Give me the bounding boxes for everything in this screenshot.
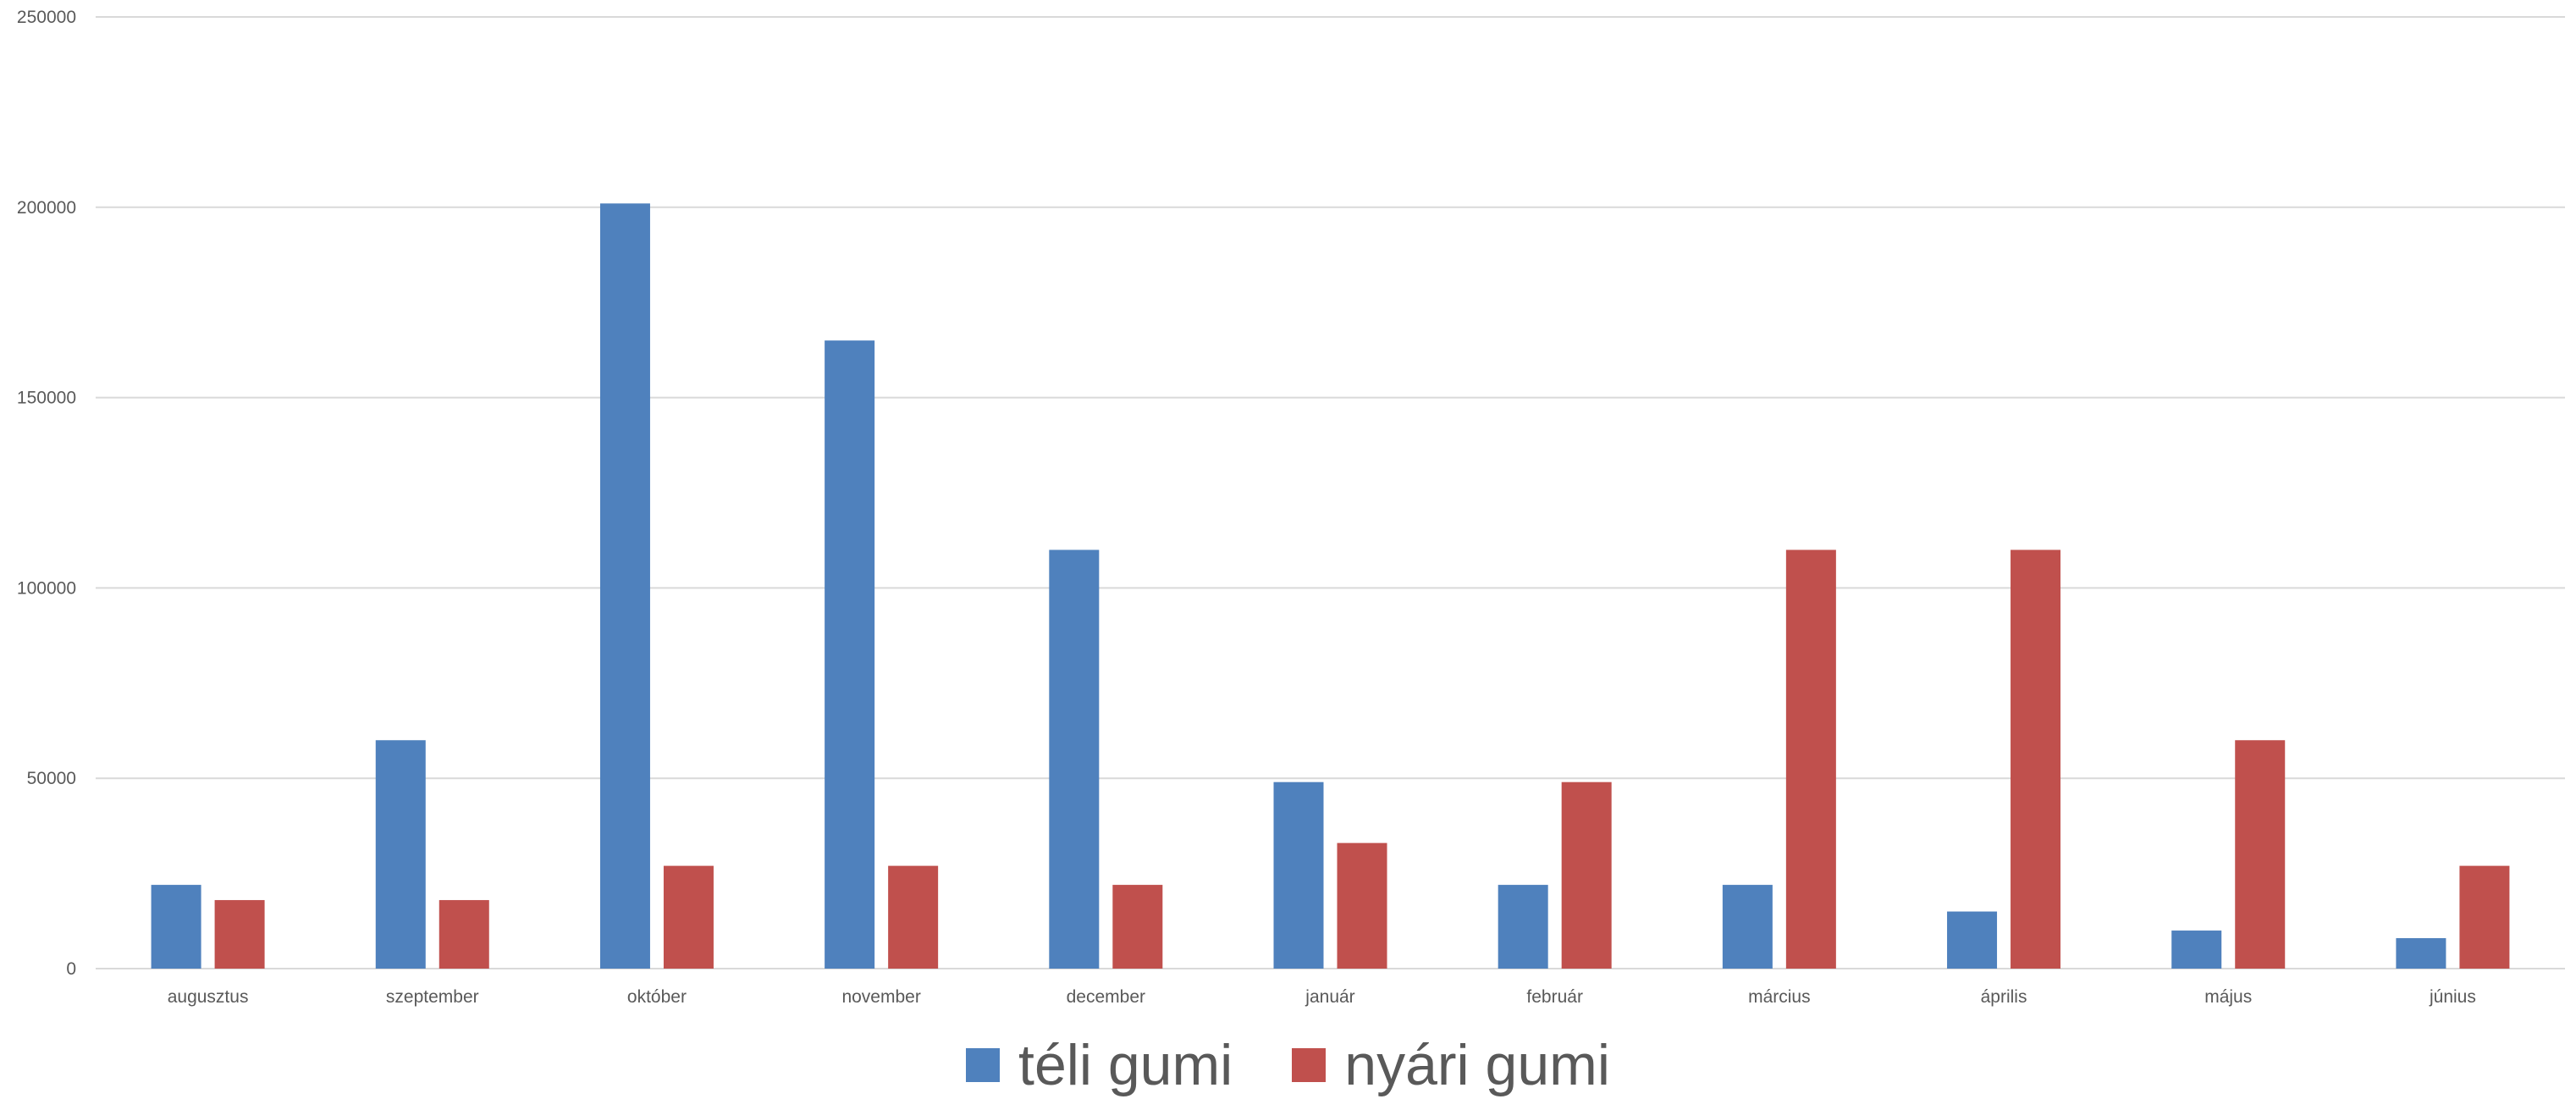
bar-teli-2 bbox=[599, 203, 650, 969]
bar-teli-3 bbox=[825, 340, 875, 969]
legend-label-nyari: nyári gumi bbox=[1344, 1033, 1610, 1097]
bar-teli-10 bbox=[2396, 938, 2446, 969]
x-tick-label: február bbox=[1526, 987, 1583, 1007]
bar-nyari-1 bbox=[439, 900, 489, 969]
x-tick-label: március bbox=[1748, 987, 1811, 1007]
bar-nyari-7 bbox=[1785, 550, 1836, 969]
legend-item-teli: téli gumi bbox=[966, 1032, 1233, 1098]
legend: téli gumi nyári gumi bbox=[0, 1031, 2576, 1099]
x-axis-ticks: augusztus szeptember október november decemb… bbox=[168, 987, 2476, 1007]
bar-nyari-5 bbox=[1337, 842, 1387, 969]
bar-teli-0 bbox=[151, 885, 201, 969]
x-tick-label: augusztus bbox=[168, 987, 249, 1007]
x-tick-label: május bbox=[2204, 987, 2252, 1007]
bar-nyari-3 bbox=[888, 865, 939, 969]
legend-label-teli: téli gumi bbox=[1018, 1033, 1233, 1097]
x-tick-label: június bbox=[2429, 987, 2476, 1007]
gridlines bbox=[96, 16, 2565, 969]
bar-nyari-0 bbox=[214, 900, 265, 969]
bar-nyari-6 bbox=[1561, 781, 1612, 969]
bars bbox=[151, 203, 2510, 969]
bar-teli-1 bbox=[375, 740, 426, 969]
x-tick-label: december bbox=[1067, 987, 1145, 1007]
x-tick-label: január bbox=[1305, 987, 1354, 1007]
bar-teli-6 bbox=[1498, 885, 1548, 969]
y-axis-ticks: 0 50000 100000 150000 200000 250000 bbox=[17, 8, 76, 979]
bar-nyari-8 bbox=[2011, 550, 2061, 969]
x-tick-label: április bbox=[1981, 987, 2027, 1007]
legend-swatch-nyari bbox=[1292, 1048, 1327, 1082]
legend-swatch-teli bbox=[966, 1048, 1001, 1082]
y-tick-label: 250000 bbox=[17, 8, 76, 27]
y-tick-label: 0 bbox=[66, 959, 76, 979]
bar-teli-7 bbox=[1722, 885, 1773, 969]
y-tick-label: 50000 bbox=[27, 769, 76, 788]
x-tick-label: október bbox=[627, 987, 687, 1007]
bar-nyari-4 bbox=[1112, 885, 1163, 969]
legend-item-nyari: nyári gumi bbox=[1292, 1032, 1610, 1098]
bar-chart: 0 50000 100000 150000 200000 250000 augusztus… bbox=[17, 8, 2565, 1007]
bar-nyari-9 bbox=[2235, 740, 2286, 969]
x-tick-label: november bbox=[841, 987, 920, 1007]
bar-teli-8 bbox=[1947, 911, 1998, 969]
x-tick-label: szeptember bbox=[386, 987, 479, 1007]
bar-teli-5 bbox=[1273, 781, 1324, 969]
bar-nyari-10 bbox=[2459, 865, 2510, 969]
y-tick-label: 200000 bbox=[17, 198, 76, 218]
bar-teli-4 bbox=[1049, 550, 1100, 969]
bar-teli-9 bbox=[2171, 931, 2222, 969]
y-tick-label: 100000 bbox=[17, 578, 76, 598]
y-tick-label: 150000 bbox=[17, 389, 76, 408]
bar-nyari-2 bbox=[663, 865, 714, 969]
